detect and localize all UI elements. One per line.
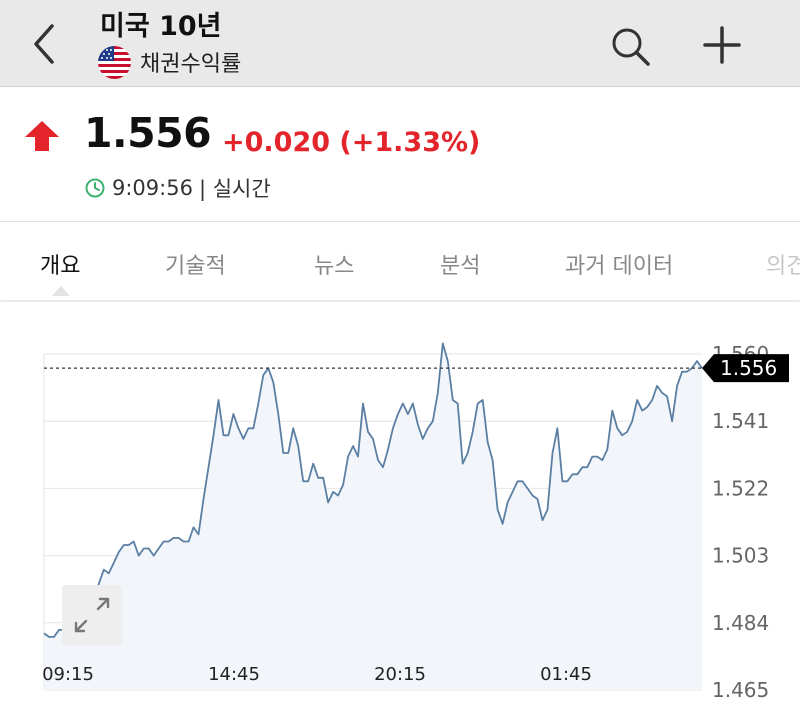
page-subtitle: 채권수익률 — [140, 52, 242, 77]
current-value-label: 1.556 — [720, 356, 777, 380]
current-value-marker — [702, 354, 789, 383]
quote-panel: 1.556 +0.020 (+1.33%) 9:09:56 | 실시간 — [0, 87, 800, 222]
us-flag-icon — [98, 45, 131, 79]
y-tick-label: 1.484 — [712, 611, 769, 635]
tab-news[interactable]: 뉴스 — [314, 254, 355, 279]
last-price: 1.556 — [84, 109, 212, 157]
clock-icon — [85, 178, 105, 198]
series-line — [43, 342, 703, 645]
x-tick-label: 14:45 — [208, 664, 260, 685]
x-tick-label: 01:45 — [540, 664, 592, 685]
page-title: 미국 10년 — [100, 11, 222, 42]
chart-canvas: 1.5601.5411.5221.5031.4841.4651.55609:15… — [42, 342, 789, 701]
y-tick-label: 1.522 — [712, 476, 769, 500]
search-button[interactable] — [606, 22, 654, 70]
expand-icon — [74, 597, 110, 633]
price-chart: 1.560 1.541 1.522 1.503 1.484 1.465 1.556 09:15… — [0, 302, 800, 701]
price-change: +0.020 (+1.33%) — [222, 127, 481, 158]
x-tick-label: 20:15 — [374, 664, 426, 685]
y-tick-label: 1.541 — [712, 409, 769, 433]
tab-analysis[interactable]: 분석 — [440, 254, 481, 279]
timestamp-row: 9:09:56 | 실시간 — [84, 173, 271, 203]
y-tick-label: 1.503 — [712, 544, 769, 568]
up-arrow-icon — [24, 119, 60, 153]
chevron-left-icon — [34, 24, 54, 64]
tab-comments[interactable]: 의견 — [766, 254, 800, 279]
section-tabs: 개요 기술적 뉴스 분석 과거 데이터 의견 — [0, 222, 800, 300]
tab-historical-data[interactable]: 과거 데이터 — [565, 254, 674, 279]
back-button[interactable] — [28, 22, 62, 66]
active-tab-indicator — [52, 286, 70, 296]
realtime-label: | 실시간 — [198, 177, 271, 201]
y-tick-label: 1.465 — [712, 678, 769, 701]
subtitle-row: 채권수익률 — [98, 45, 241, 79]
search-icon — [612, 28, 650, 66]
tab-technical[interactable]: 기술적 — [165, 254, 226, 279]
tab-overview[interactable]: 개요 — [40, 254, 81, 279]
top-app-bar: 미국 10년 채권수익률 — [0, 0, 800, 87]
series-area — [44, 343, 702, 690]
update-time: 9:09:56 — [112, 176, 193, 200]
add-to-watchlist-button[interactable] — [698, 20, 746, 68]
expand-chart-button[interactable] — [62, 585, 122, 645]
x-tick-label: 09:15 — [42, 664, 94, 685]
plus-icon — [703, 26, 741, 64]
